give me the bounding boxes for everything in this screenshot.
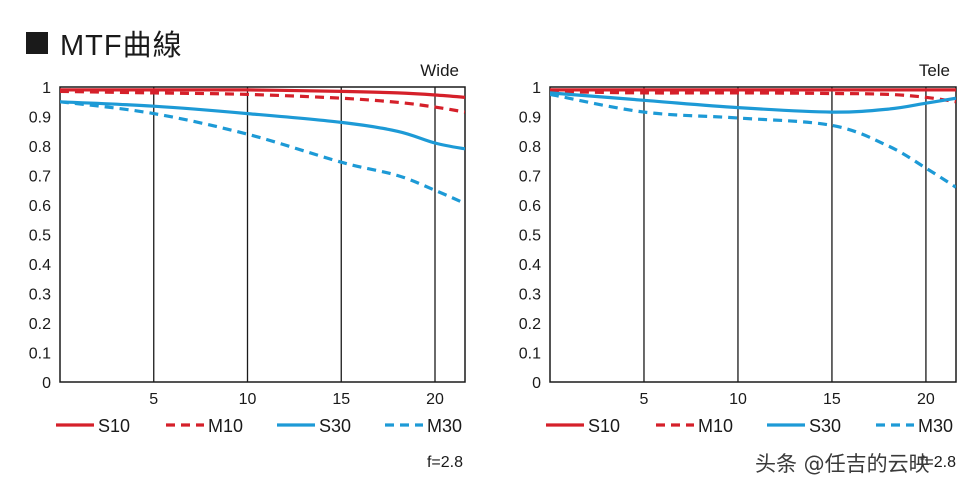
series-line-m10 xyxy=(60,89,465,114)
page-title: MTF曲線 xyxy=(26,22,183,64)
y-tick-label: 0.7 xyxy=(29,169,51,186)
y-tick-label: 0 xyxy=(42,375,51,392)
y-tick-label: 0.8 xyxy=(29,139,51,156)
legend-label-m10: M10 xyxy=(208,416,243,436)
x-tick-label: 5 xyxy=(149,391,158,408)
y-tick-label: 0 xyxy=(532,375,541,392)
y-tick-label: 0.6 xyxy=(519,198,541,215)
y-tick-label: 0.3 xyxy=(519,287,541,304)
y-tick-label: 0.9 xyxy=(519,110,541,127)
series-line-m30 xyxy=(550,92,956,189)
panel-label: Tele xyxy=(919,61,950,80)
y-tick-label: 1 xyxy=(42,80,51,97)
aperture-note: f=2.8 xyxy=(920,454,956,471)
y-tick-label: 0.4 xyxy=(29,257,51,274)
y-tick-label: 0.9 xyxy=(29,110,51,127)
legend-label-m30: M30 xyxy=(427,416,462,436)
plot-frame xyxy=(59,86,466,383)
y-tick-label: 0.6 xyxy=(29,198,51,215)
y-tick-label: 0.2 xyxy=(29,316,51,333)
y-tick-label: 0.8 xyxy=(519,139,541,156)
series-line-s30 xyxy=(60,100,465,151)
y-tick-label: 0.3 xyxy=(29,287,51,304)
chart-panel-tele: 5 10 15 20 0 0.1 0.2 0.3 0.4 0.5 0.6 0.7 0.8 0.9 1 Tele… xyxy=(519,61,957,471)
title-square-icon xyxy=(26,32,48,54)
y-tick-label: 0.1 xyxy=(29,346,51,363)
y-tick-label: 0.7 xyxy=(519,169,541,186)
y-tick-label: 1 xyxy=(532,80,541,97)
x-tick-label: 15 xyxy=(332,391,350,408)
series-line-s30 xyxy=(550,91,956,114)
x-tick-label: 15 xyxy=(823,391,841,408)
x-tick-label: 10 xyxy=(239,391,257,408)
panel-label: Wide xyxy=(420,61,459,80)
series-line-s10 xyxy=(60,88,465,99)
plot-frame xyxy=(549,86,957,383)
legend-label-m10: M10 xyxy=(698,416,733,436)
y-tick-label: 0.1 xyxy=(519,346,541,363)
x-tick-label: 5 xyxy=(640,391,649,408)
x-tick-label: 10 xyxy=(729,391,747,408)
x-tick-label: 20 xyxy=(426,391,444,408)
x-tick-label: 20 xyxy=(917,391,935,408)
legend-label-s30: S30 xyxy=(809,416,841,436)
watermark-text: 头条 @任吉的云映 xyxy=(755,452,930,476)
y-tick-label: 0.2 xyxy=(519,316,541,333)
y-tick-label: 0.4 xyxy=(519,257,541,274)
y-tick-label: 0.5 xyxy=(519,228,541,245)
aperture-note: f=2.8 xyxy=(427,454,463,471)
legend-label-s10: S10 xyxy=(588,416,620,436)
series-line-m10 xyxy=(550,89,956,104)
page-title-text: MTF曲線 xyxy=(60,30,183,62)
series-line-m30 xyxy=(60,100,465,205)
chart-panel-wide: 5 10 15 20 0 0.1 0.2 0.3 0.4 0.5 0.6 0.7 0.8 0.9 1 Wide… xyxy=(29,61,466,471)
y-tick-label: 0.5 xyxy=(29,228,51,245)
legend-label-m30: M30 xyxy=(918,416,953,436)
legend-label-s30: S30 xyxy=(319,416,351,436)
legend-label-s10: S10 xyxy=(98,416,130,436)
